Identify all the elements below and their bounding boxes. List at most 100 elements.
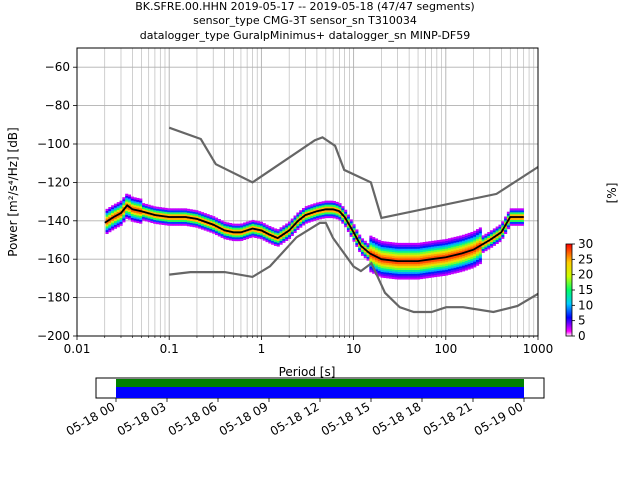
heatmap-cell [436,247,440,250]
heatmap-cell [133,212,137,215]
heatmap-cell [119,200,123,203]
heatmap-cell [419,250,423,253]
heatmap-cell [254,224,258,227]
heatmap-cell [105,214,109,217]
heatmap-cell [273,239,278,243]
heatmap-cell [473,259,477,262]
heatmap-cell [447,243,452,247]
heatmap-cell [498,234,502,237]
heatmap-cell [212,221,216,225]
heatmap-cell [212,225,216,228]
heatmap-cell [290,218,294,221]
heatmap-cell [419,267,423,270]
heatmap-cell [478,258,482,261]
heatmap-cell [478,240,482,243]
heatmap-cell [363,250,367,253]
heatmap-cell [122,199,126,202]
heatmap-cell [136,201,140,204]
heatmap-cell [369,245,373,248]
heatmap-cell [433,275,438,278]
heatmap-cell [433,271,438,274]
heatmap-cell [346,220,350,223]
heatmap-cell [470,258,474,261]
heatmap-cell [133,203,137,206]
heatmap-cell [456,245,460,248]
heatmap-cell [167,223,171,226]
heatmap-cell [403,273,407,276]
heatmap-cell [372,252,376,255]
heatmap-cell [394,261,398,265]
heatmap-cell [447,249,452,252]
heatmap-cell [388,266,393,270]
heatmap-cell [116,215,120,218]
heatmap-cell [105,224,109,227]
heatmap-cell [349,234,353,237]
heatmap-cell [167,212,171,215]
heatmap-cell [388,253,393,256]
heatmap-cell [262,234,266,237]
heatmap-cell [172,210,176,213]
heatmap-cell [450,237,454,240]
heatmap-cell [223,223,227,226]
heatmap-cell [299,215,303,219]
heatmap-cell [346,216,350,219]
time-tick-label: 05-18 18 [370,399,424,438]
heatmap-cell [403,275,407,278]
heatmap-cell [335,215,339,218]
heatmap-cell [330,202,334,205]
heatmap-cell [439,253,443,256]
heatmap-cell [119,217,123,221]
heatmap-cell [372,256,376,259]
heatmap-cell [403,256,407,259]
heatmap-cell [467,263,471,266]
heatmap-cell [372,248,376,251]
heatmap-cell [374,263,379,266]
heatmap-cell [436,268,440,271]
heatmap-cell [405,273,409,276]
heatmap-cell [400,273,404,276]
heatmap-cell [366,248,370,252]
heatmap-cell [377,266,381,269]
heatmap-cell [386,274,390,277]
heatmap-cell [453,259,457,263]
heatmap-cell [394,254,398,257]
heatmap-cell [453,256,457,259]
heatmap-cell [431,252,435,255]
heatmap-cell [377,247,381,250]
heatmap-cell [473,244,477,247]
heatmap-cell [223,225,227,228]
heatmap-cell [184,208,188,211]
heatmap-cell [116,221,120,224]
heatmap-cell [335,203,339,206]
heatmap-cell [459,250,463,254]
heatmap-cell [397,264,401,267]
heatmap-cell [206,227,210,230]
heatmap-cell [178,223,182,226]
heatmap-cell [332,202,336,206]
heatmap-cell [467,257,471,260]
heatmap-cell [344,209,348,212]
heatmap-cell [408,277,412,280]
heatmap-cell [243,222,247,225]
heatmap-cell [304,217,308,220]
heatmap-cell [299,225,303,228]
heatmap-cell [234,233,238,236]
heatmap-cell [360,251,365,254]
heatmap-cell [167,221,171,224]
heatmap-cell [445,252,449,255]
heatmap-cell [386,257,390,260]
heatmap-cell [397,275,401,278]
heatmap-cell [133,197,137,200]
heatmap-cell [459,243,463,246]
heatmap-cell [299,219,303,222]
heatmap-cell [372,244,376,247]
heatmap-cell [442,260,446,263]
heatmap-cell [461,250,466,253]
heatmap-cell [433,251,438,255]
heatmap-cell [515,219,519,222]
heatmap-cell [461,259,466,262]
heatmap-cell [436,245,440,248]
x-axis-label: Period [s] [279,365,336,379]
heatmap-cell [301,223,306,226]
